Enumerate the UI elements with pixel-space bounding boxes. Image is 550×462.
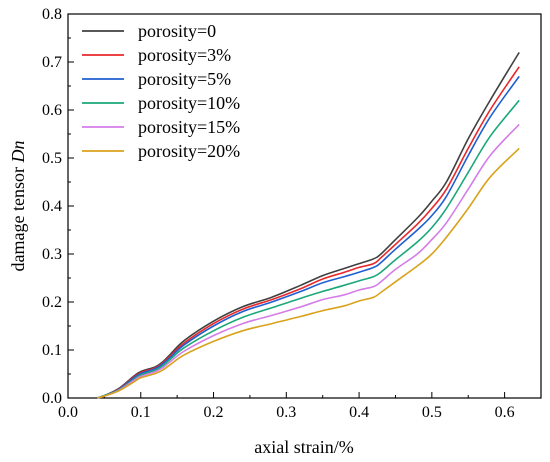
x-tick-label: 0.2 xyxy=(204,404,224,421)
x-tick-label: 0.0 xyxy=(58,404,78,421)
y-tick-label: 0.0 xyxy=(42,390,62,407)
series-line-5 xyxy=(96,147,520,399)
x-axis-label: axial strain/% xyxy=(254,437,353,457)
series-line-3 xyxy=(96,99,520,399)
x-tick-label: 0.3 xyxy=(276,404,296,421)
y-tick-label: 0.8 xyxy=(42,6,62,23)
axis-ticks: 0.0 0.1 0.2 0.3 0.4 0.5 0.6 0.0 0.1 0.2 0.3 0.4 0.5 0… xyxy=(42,6,515,421)
series-line-1 xyxy=(96,66,520,399)
x-tick-label: 0.5 xyxy=(422,404,442,421)
y-tick-label: 0.1 xyxy=(42,342,62,359)
series-lines xyxy=(96,51,520,399)
legend-label-2: porosity=5% xyxy=(138,69,231,89)
x-tick-label: 0.6 xyxy=(495,404,515,421)
y-tick-label: 0.5 xyxy=(42,150,62,167)
y-tick-label: 0.4 xyxy=(42,198,62,215)
series-line-4 xyxy=(96,123,520,399)
y-tick-label: 0.6 xyxy=(42,102,62,119)
series-line-2 xyxy=(96,75,520,399)
series-line-0 xyxy=(96,51,520,399)
y-axis-label-italic: Dn xyxy=(8,141,28,164)
legend-label-3: porosity=10% xyxy=(138,93,240,113)
legend-label-5: porosity=20% xyxy=(138,141,240,161)
legend: porosity=0 porosity=3% porosity=5% porosity… xyxy=(82,21,240,161)
x-tick-label: 0.4 xyxy=(349,404,369,421)
y-axis-label: damage tensor Dn xyxy=(8,141,28,272)
legend-label-1: porosity=3% xyxy=(138,45,231,65)
x-tick-label: 0.1 xyxy=(131,404,151,421)
y-tick-label: 0.2 xyxy=(42,294,62,311)
y-tick-label: 0.7 xyxy=(42,54,62,71)
legend-label-4: porosity=15% xyxy=(138,117,240,137)
y-axis-label-main: damage tensor xyxy=(8,163,28,272)
legend-label-0: porosity=0 xyxy=(138,21,216,41)
y-tick-label: 0.3 xyxy=(42,246,62,263)
